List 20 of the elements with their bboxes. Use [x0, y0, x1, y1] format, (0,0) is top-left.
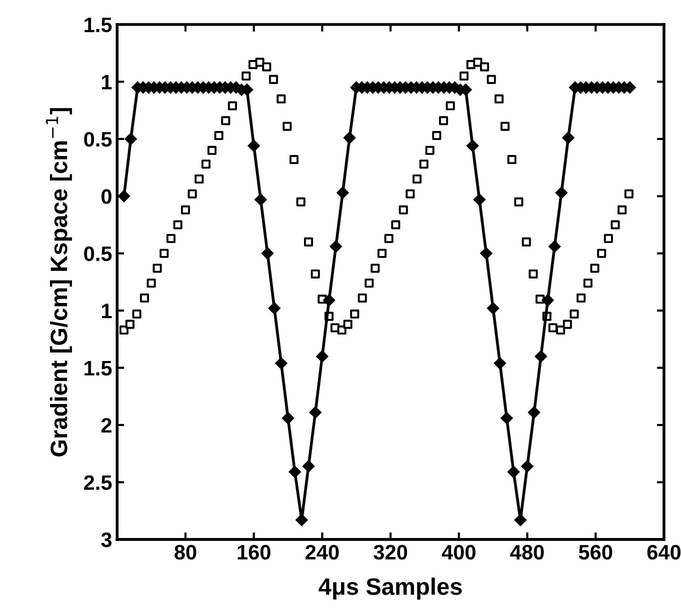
y-tick-label: 1.5 [84, 361, 112, 376]
x-axis-title: 4μs Samples [318, 578, 462, 600]
x-tick-label: 80 [174, 544, 196, 560]
x-tick-label: 160 [238, 544, 270, 560]
x-tick-label: 560 [578, 544, 612, 560]
y-tick-label: 0 [102, 189, 112, 204]
y-tick-label: 1.5 [84, 18, 112, 32]
y-axis-title: Gradient [G/cm] Kspace [cm$^{−1}$] [46, 108, 72, 456]
x-tick-label: 240 [306, 544, 339, 560]
x-tick-label: 320 [374, 544, 408, 560]
x-tick-label: 480 [510, 544, 544, 560]
x-tick-label: 640 [647, 544, 681, 560]
y-tick-label: 1 [102, 74, 112, 90]
y-tick-label: 2.5 [84, 475, 112, 490]
y-tick-label: 0.5 [84, 246, 112, 262]
y-tick-label: 3 [101, 532, 112, 548]
y-tick-label: 2 [101, 418, 112, 433]
y-tick-label: 1 [102, 304, 112, 318]
x-tick-label: 400 [442, 544, 476, 560]
y-tick-label: 0.5 [84, 132, 112, 147]
